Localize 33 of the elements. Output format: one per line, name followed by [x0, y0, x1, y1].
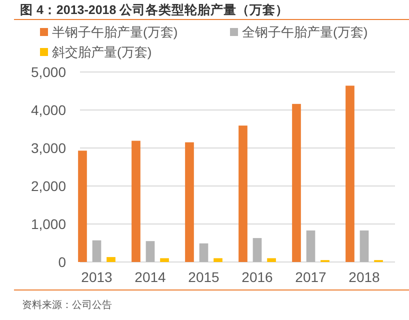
- bar: [78, 150, 87, 262]
- x-tick-label: 2017: [295, 269, 327, 285]
- chart-title: 图 4：2013-2018 公司各类型轮胎产量（万套）: [20, 2, 289, 17]
- bar: [214, 258, 222, 262]
- y-tick-label: 5,000: [30, 64, 66, 80]
- bar: [306, 230, 316, 262]
- bar: [238, 126, 248, 262]
- x-tick-label: 2018: [348, 269, 380, 285]
- bar: [132, 140, 140, 262]
- y-tick-label: 0: [58, 254, 66, 270]
- y-tick-label: 1,000: [30, 216, 66, 232]
- bar: [160, 258, 169, 262]
- bar: [292, 104, 301, 262]
- y-tick-label: 4,000: [30, 102, 66, 118]
- legend-label: 斜交胎产量(万套): [52, 44, 152, 60]
- y-tick-label: 3,000: [30, 140, 66, 156]
- bar: [252, 238, 262, 262]
- x-tick-label: 2016: [242, 269, 274, 285]
- y-tick-label: 2,000: [30, 178, 66, 194]
- legend-label: 半钢子午胎产量(万套): [52, 24, 178, 40]
- x-tick-label: 2014: [134, 269, 166, 285]
- x-tick-label: 2013: [81, 269, 113, 285]
- bar: [360, 230, 369, 262]
- bar: [185, 142, 194, 262]
- bar: [346, 86, 354, 262]
- bar: [267, 258, 276, 262]
- x-tick-label: 2015: [188, 269, 220, 285]
- text: 资料来源：公司公告: [22, 299, 112, 311]
- bar: [199, 243, 208, 262]
- bar: [146, 241, 155, 262]
- bar: [92, 240, 102, 262]
- legend-label: 全钢子午胎产量(万套): [242, 24, 368, 40]
- bar: [106, 257, 116, 262]
